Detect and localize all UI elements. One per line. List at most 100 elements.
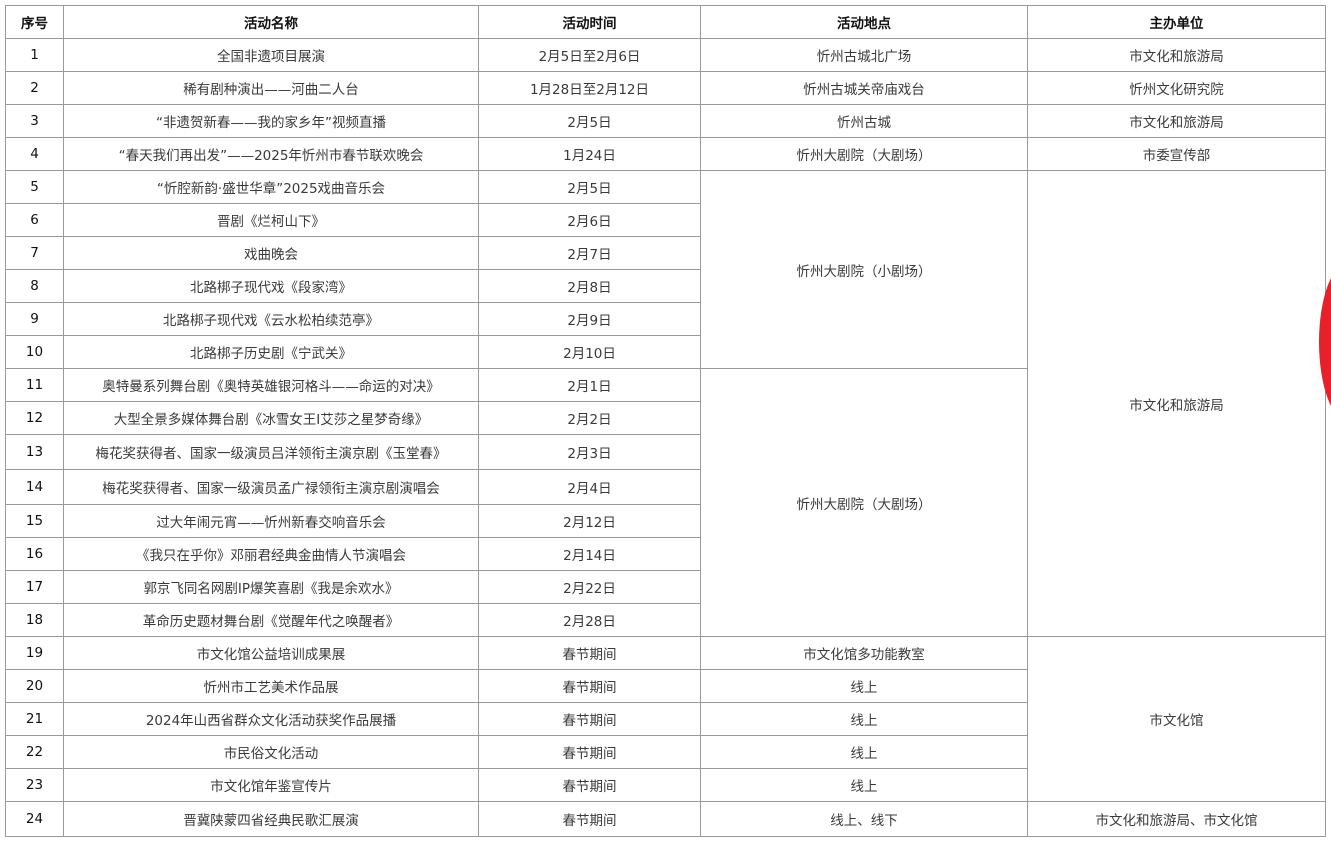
cell-organizer: 市文化馆	[1027, 636, 1326, 802]
header-organizer: 主办单位	[1027, 5, 1326, 39]
cell-venue: 线上	[700, 669, 1028, 703]
cell-organizer: 市文化和旅游局	[1027, 38, 1326, 72]
cell-name: 北路梆子历史剧《宁武关》	[63, 335, 479, 369]
cell-organizer: 市文化和旅游局	[1027, 104, 1326, 138]
cell-time: 2月4日	[478, 469, 701, 505]
table-row: 3 “非遗贺新春——我的家乡年”视频直播 2月5日 忻州古城 市文化和旅游局	[5, 104, 1326, 138]
cell-time: 2月8日	[478, 269, 701, 303]
cell-name: 稀有剧种演出——河曲二人台	[63, 71, 479, 105]
cell-no: 1	[5, 38, 64, 72]
cell-time: 2月22日	[478, 570, 701, 604]
table-row: 13 梅花奖获得者、国家一级演员吕洋领衔主演京剧《玉堂春》 2月3日	[5, 434, 1326, 470]
cell-no: 3	[5, 104, 64, 138]
cell-time: 春节期间	[478, 702, 701, 736]
cell-name: 郭京飞同名网剧IP爆笑喜剧《我是余欢水》	[63, 570, 479, 604]
cell-time: 春节期间	[478, 801, 701, 837]
table-row: 19 市文化馆公益培训成果展 春节期间 市文化馆多功能教室 市文化馆	[5, 636, 1326, 802]
cell-time: 1月24日	[478, 137, 701, 171]
cell-name: 全国非遗项目展演	[63, 38, 479, 72]
cell-no: 4	[5, 137, 64, 171]
header-venue: 活动地点	[700, 5, 1028, 39]
cell-time: 2月7日	[478, 236, 701, 270]
cell-organizer: 市文化和旅游局、市文化馆	[1027, 801, 1326, 837]
table-row: 5 “忻腔新韵·盛世华章”2025戏曲音乐会 2月5日 忻州大剧院（小剧场） 市文化和旅…	[5, 170, 1326, 637]
cell-name: 革命历史题材舞台剧《觉醒年代之唤醒者》	[63, 603, 479, 637]
cell-no: 2	[5, 71, 64, 105]
cell-venue: 市文化馆多功能教室	[700, 636, 1028, 670]
header-row: 序号 活动名称 活动时间 活动地点 主办单位	[5, 5, 1326, 39]
cell-no: 8	[5, 269, 64, 303]
table-row: 24 晋冀陕蒙四省经典民歌汇展演 春节期间 线上、线下 市文化和旅游局、市文化馆	[5, 801, 1326, 837]
activity-table: 序号 活动名称 活动时间 活动地点 主办单位 1 全国非遗项目展演 2月5日至2月6…	[5, 5, 1326, 837]
cell-time: 2月9日	[478, 302, 701, 336]
cell-name: 大型全景多媒体舞台剧《冰雪女王Ⅰ艾莎之星梦奇缘》	[63, 401, 479, 435]
cell-name: “非遗贺新春——我的家乡年”视频直播	[63, 104, 479, 138]
cell-no: 16	[5, 537, 64, 571]
cell-no: 11	[5, 368, 64, 402]
cell-time: 2月6日	[478, 203, 701, 237]
table-body: 1 全国非遗项目展演 2月5日至2月6日 忻州古城北广场 市文化和旅游局 2 稀有剧种演出—…	[5, 38, 1326, 837]
cell-no: 6	[5, 203, 64, 237]
cell-venue: 线上、线下	[700, 801, 1028, 837]
cell-time: 2月3日	[478, 434, 701, 470]
table-row: 7 戏曲晚会 2月7日	[5, 236, 1326, 270]
table-row: 11 奥特曼系列舞台剧《奥特英雄银河格斗——命运的对决》 2月1日 忻州大剧院（大剧场…	[5, 368, 1326, 637]
header-no: 序号	[5, 5, 64, 39]
cell-no: 5	[5, 170, 64, 204]
cell-no: 21	[5, 702, 64, 736]
cell-time: 2月28日	[478, 603, 701, 637]
cell-name: “春天我们再出发”——2025年忻州市春节联欢晚会	[63, 137, 479, 171]
cell-no: 19	[5, 636, 64, 670]
cell-no: 15	[5, 504, 64, 538]
cell-venue: 忻州古城北广场	[700, 38, 1028, 72]
cell-name: “忻腔新韵·盛世华章”2025戏曲音乐会	[63, 170, 479, 204]
table-row: 14 梅花奖获得者、国家一级演员孟广禄领衔主演京剧演唱会 2月4日	[5, 469, 1326, 505]
cell-name: 戏曲晚会	[63, 236, 479, 270]
cell-no: 7	[5, 236, 64, 270]
table-row: 9 北路梆子现代戏《云水松柏续范亭》 2月9日	[5, 302, 1326, 336]
cell-no: 22	[5, 735, 64, 769]
table-row: 4 “春天我们再出发”——2025年忻州市春节联欢晚会 1月24日 忻州大剧院（大剧场…	[5, 137, 1326, 171]
cell-time: 2月1日	[478, 368, 701, 402]
cell-organizer: 市文化和旅游局	[1027, 170, 1326, 637]
cell-no: 23	[5, 768, 64, 802]
cell-no: 13	[5, 434, 64, 470]
cell-name: 《我只在乎你》邓丽君经典金曲情人节演唱会	[63, 537, 479, 571]
cell-time: 春节期间	[478, 636, 701, 670]
header-name: 活动名称	[63, 5, 479, 39]
table-row: 20 忻州市工艺美术作品展 春节期间 线上	[5, 669, 1326, 703]
table-row: 1 全国非遗项目展演 2月5日至2月6日 忻州古城北广场 市文化和旅游局	[5, 38, 1326, 72]
cell-name: 奥特曼系列舞台剧《奥特英雄银河格斗——命运的对决》	[63, 368, 479, 402]
cell-venue: 线上	[700, 702, 1028, 736]
cell-venue: 忻州古城关帝庙戏台	[700, 71, 1028, 105]
cell-no: 24	[5, 801, 64, 837]
cell-name: 晋剧《烂柯山下》	[63, 203, 479, 237]
cell-name: 晋冀陕蒙四省经典民歌汇展演	[63, 801, 479, 837]
cell-organizer: 市委宣传部	[1027, 137, 1326, 171]
cell-name: 梅花奖获得者、国家一级演员吕洋领衔主演京剧《玉堂春》	[63, 434, 479, 470]
cell-no: 10	[5, 335, 64, 369]
cell-time: 2月2日	[478, 401, 701, 435]
table-row: 22 市民俗文化活动 春节期间 线上	[5, 735, 1326, 769]
cell-name: 忻州市工艺美术作品展	[63, 669, 479, 703]
cell-venue: 忻州大剧院（大剧场）	[700, 368, 1028, 637]
table-row: 10 北路梆子历史剧《宁武关》 2月10日	[5, 335, 1326, 369]
cell-time: 2月5日	[478, 170, 701, 204]
cell-no: 17	[5, 570, 64, 604]
table-row: 12 大型全景多媒体舞台剧《冰雪女王Ⅰ艾莎之星梦奇缘》 2月2日	[5, 401, 1326, 435]
cell-time: 2月12日	[478, 504, 701, 538]
cell-name: 市文化馆公益培训成果展	[63, 636, 479, 670]
cell-no: 18	[5, 603, 64, 637]
table-row: 23 市文化馆年鉴宣传片 春节期间 线上	[5, 768, 1326, 802]
cell-name: 过大年闹元宵——忻州新春交响音乐会	[63, 504, 479, 538]
cell-organizer: 忻州文化研究院	[1027, 71, 1326, 105]
cell-time: 2月14日	[478, 537, 701, 571]
cell-time: 2月5日至2月6日	[478, 38, 701, 72]
cell-venue: 忻州古城	[700, 104, 1028, 138]
cell-time: 春节期间	[478, 735, 701, 769]
cell-no: 9	[5, 302, 64, 336]
cell-time: 春节期间	[478, 768, 701, 802]
cell-venue: 线上	[700, 735, 1028, 769]
cell-time: 2月10日	[478, 335, 701, 369]
cell-time: 春节期间	[478, 669, 701, 703]
